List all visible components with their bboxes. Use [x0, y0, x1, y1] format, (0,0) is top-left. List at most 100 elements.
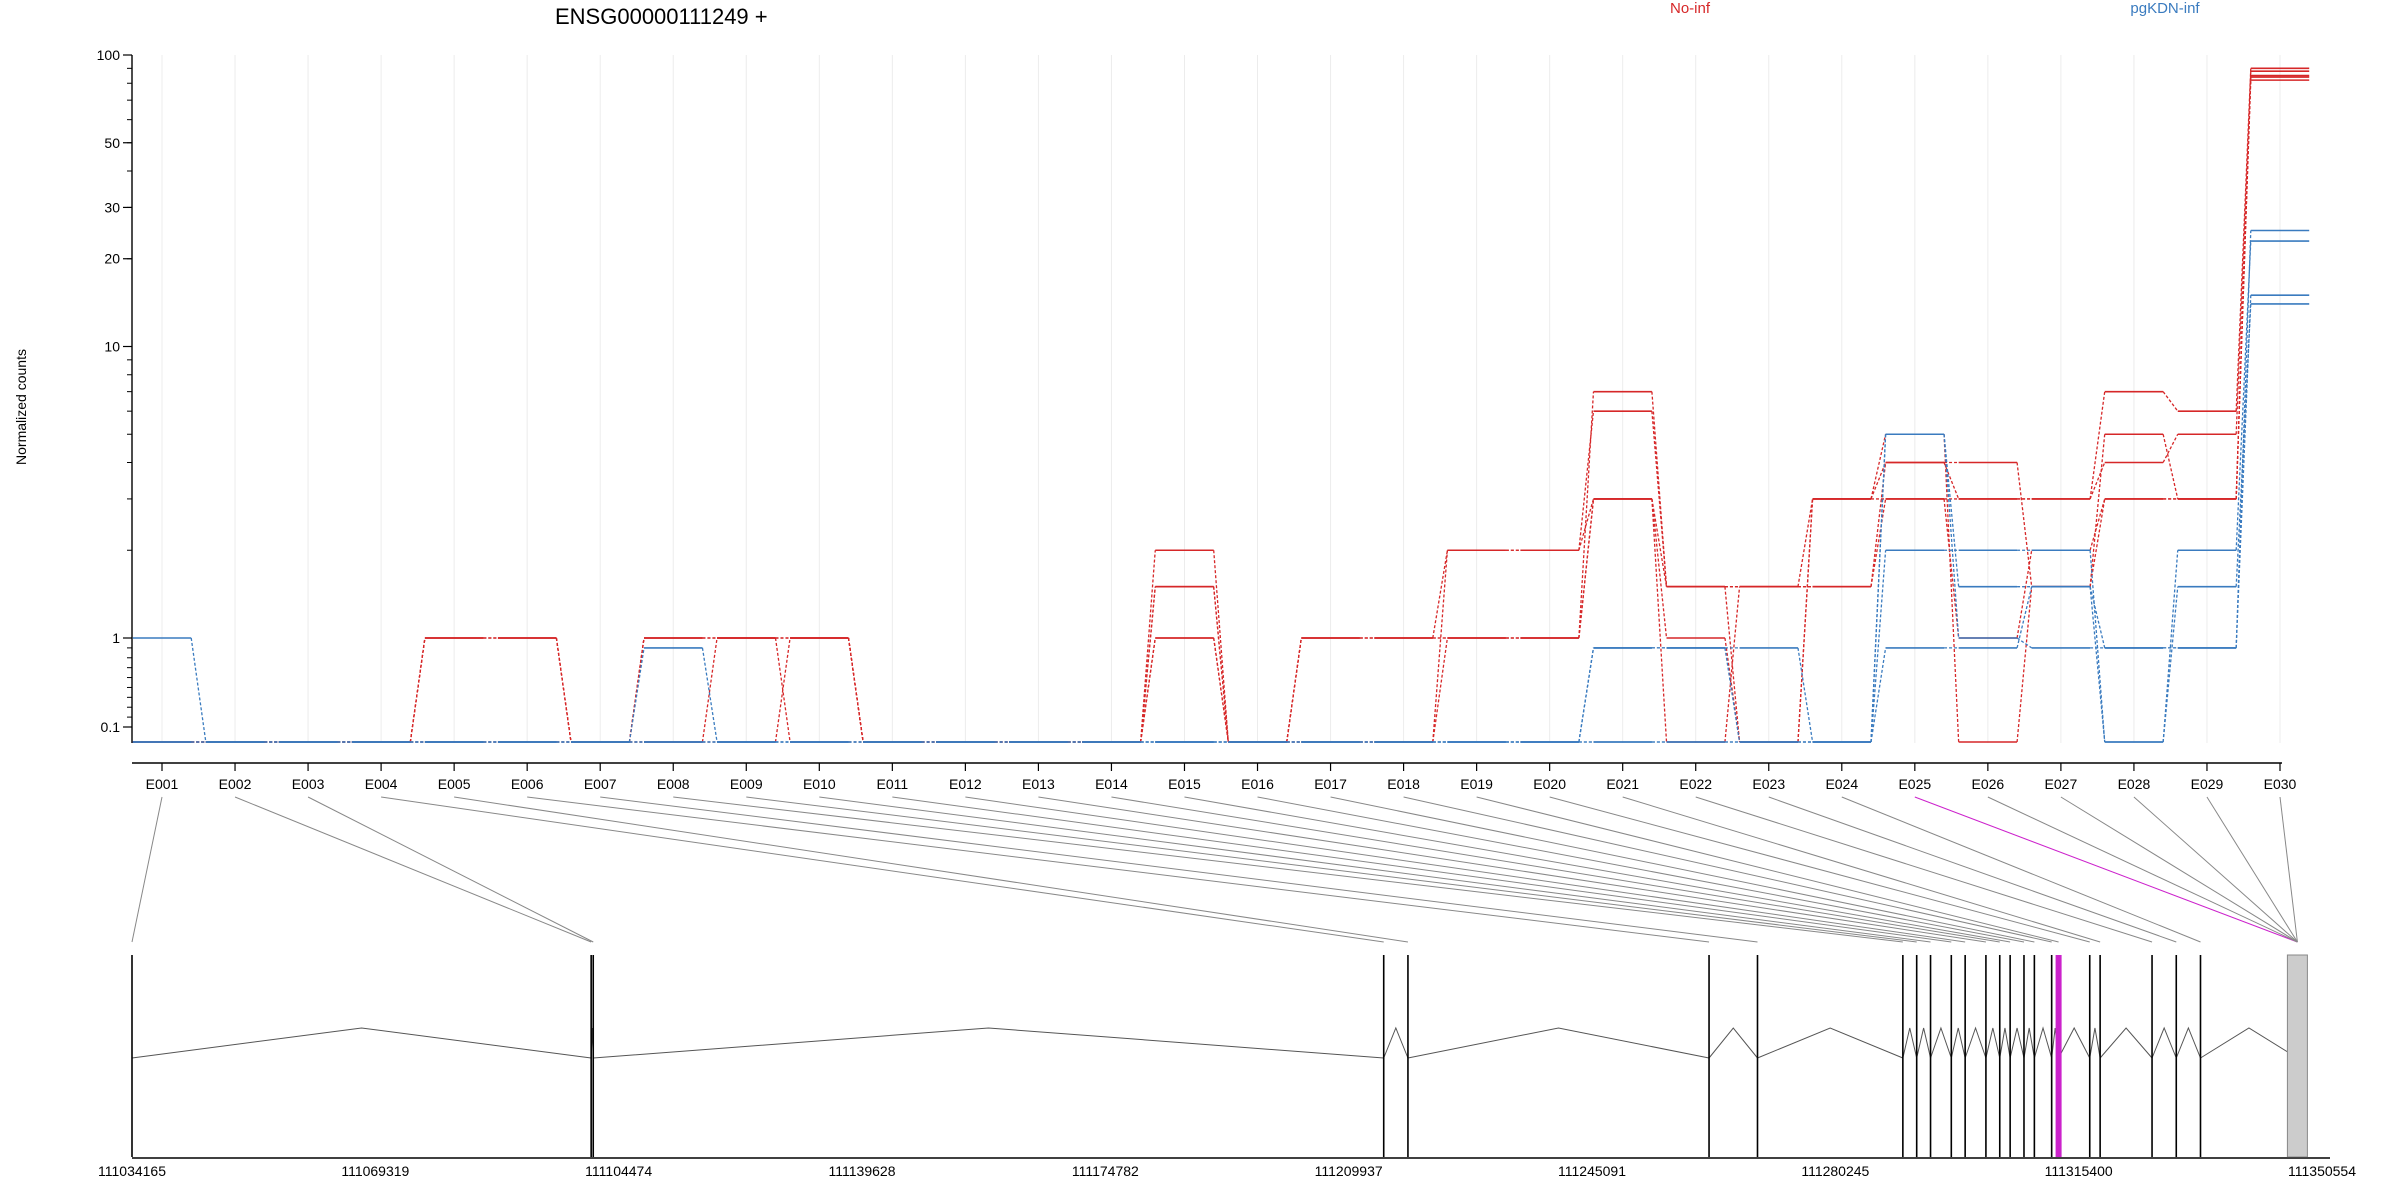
- intron: [1950, 1027, 1966, 1059]
- connector-e025: [1914, 796, 2298, 943]
- series-transition: [1724, 586, 1741, 743]
- series-transition: [628, 647, 645, 743]
- series-transition: [1213, 550, 1229, 743]
- x-tick-label-e029: E029: [2191, 776, 2224, 792]
- connector-e018: [1403, 796, 2052, 943]
- x-tick-label-e016: E016: [1241, 776, 1274, 792]
- connector-e030: [2279, 796, 2298, 943]
- series-transition: [1870, 647, 1887, 743]
- y-tick-label: 10: [104, 339, 120, 355]
- connector-e005: [454, 796, 1409, 943]
- x-tick-label-e010: E010: [803, 776, 836, 792]
- series-transition: [2016, 637, 2033, 649]
- series-transition: [1651, 498, 1668, 639]
- legend-pgkdn-inf: pgKDN-inf: [2130, 0, 2200, 17]
- series-transition: [2089, 434, 2106, 587]
- connector-e021: [1622, 796, 2101, 943]
- intron: [593, 1027, 1384, 1059]
- series-transition: [2089, 586, 2106, 743]
- intron: [1902, 1027, 1918, 1059]
- connector-e006: [527, 796, 1710, 943]
- series-transition: [2089, 391, 2106, 500]
- x-tick-label-e020: E020: [1533, 776, 1566, 792]
- intron: [2200, 1027, 2298, 1059]
- x-tick-label-e014: E014: [1095, 776, 1128, 792]
- series-transition: [701, 637, 718, 743]
- series-transition: [2162, 391, 2179, 412]
- series-transition: [2089, 586, 2106, 649]
- x-tick-label-e006: E006: [511, 776, 544, 792]
- series-transition: [1578, 391, 1595, 639]
- y-tick-label: 20: [104, 251, 120, 267]
- series-transition: [1724, 647, 1741, 743]
- grid: [161, 55, 2281, 743]
- series-transition: [2016, 586, 2033, 743]
- axes: 0.1 1 10 20 30 50 100 E001 E002 E003 E004 E005 E006 E…: [97, 47, 2297, 792]
- series-transition: [1578, 498, 1595, 551]
- series-transition: [1432, 637, 1449, 743]
- connector-e017: [1330, 796, 2035, 943]
- series-transition: [1724, 586, 1741, 743]
- gene-coordinate-label: 111315400: [2045, 1163, 2113, 1179]
- series-transition: [1140, 586, 1156, 743]
- series-transition: [1432, 550, 1449, 743]
- y-tick-label: 0.1: [101, 719, 121, 735]
- x-tick-label-e027: E027: [2045, 776, 2078, 792]
- intron: [2033, 1026, 2053, 1059]
- series-transition: [555, 637, 572, 743]
- connector-e024: [1841, 796, 2201, 943]
- intron: [1985, 1027, 2001, 1059]
- x-tick-label-e015: E015: [1168, 776, 1201, 792]
- connector-e013: [1038, 796, 1986, 943]
- x-tick-label-e012: E012: [949, 776, 982, 792]
- connector-e007: [600, 796, 1758, 943]
- connector-e002: [234, 796, 592, 943]
- connector-e011: [892, 796, 1952, 943]
- y-tick-label: 30: [104, 199, 120, 215]
- gene-coordinate-label: 111034165: [98, 1163, 166, 1179]
- series-transition: [1578, 647, 1595, 743]
- exon-highlighted: [2055, 955, 2062, 1157]
- series-transition: [1651, 411, 1668, 587]
- connector-e027: [2060, 796, 2298, 943]
- x-tick-label-e030: E030: [2264, 776, 2297, 792]
- series-transition: [1213, 637, 1229, 743]
- series-transition: [1651, 498, 1668, 587]
- intron: [1964, 1026, 1987, 1059]
- series-transition: [190, 637, 207, 743]
- series-transition: [1870, 550, 1887, 743]
- x-tick-label-e024: E024: [1825, 776, 1858, 792]
- x-tick-label-e026: E026: [1972, 776, 2005, 792]
- x-tick-label-e017: E017: [1314, 776, 1347, 792]
- gene-coordinate-label: 111350554: [2288, 1163, 2356, 1179]
- series-transition: [1870, 462, 1887, 500]
- connector-e003: [307, 796, 594, 943]
- x-tick-label-e013: E013: [1022, 776, 1055, 792]
- series-transition: [2235, 77, 2252, 435]
- series-transition: [1140, 550, 1156, 743]
- x-tick-label-e001: E001: [146, 776, 179, 792]
- series-layer: [132, 67, 2310, 743]
- gene-coordinate-label: 111245091: [1558, 1163, 1626, 1179]
- series-transition: [1286, 637, 1302, 743]
- intron: [2151, 1026, 2177, 1059]
- intron: [1930, 1026, 1952, 1059]
- gene-coordinate-label: 111104474: [585, 1163, 652, 1179]
- x-tick-label-e009: E009: [730, 776, 763, 792]
- series-transition: [2162, 550, 2179, 743]
- series-transition: [2089, 550, 2106, 743]
- series-transition: [1943, 434, 1960, 743]
- series-transition: [2162, 434, 2179, 500]
- series-transition: [2089, 462, 2106, 500]
- series-transition: [1870, 434, 1887, 743]
- series-transition: [2235, 68, 2252, 412]
- series-transition: [2235, 295, 2252, 648]
- gene-coordinate-label: 111174782: [1072, 1163, 1139, 1179]
- connector-e020: [1549, 796, 2090, 943]
- connector-e001: [131, 796, 163, 943]
- exon-last: [2286, 954, 2308, 1158]
- gene-coordinate-label: 111280245: [1801, 1163, 1869, 1179]
- series-transition: [409, 637, 426, 743]
- series-transition: [1943, 434, 1960, 587]
- x-tick-label-e023: E023: [1752, 776, 1785, 792]
